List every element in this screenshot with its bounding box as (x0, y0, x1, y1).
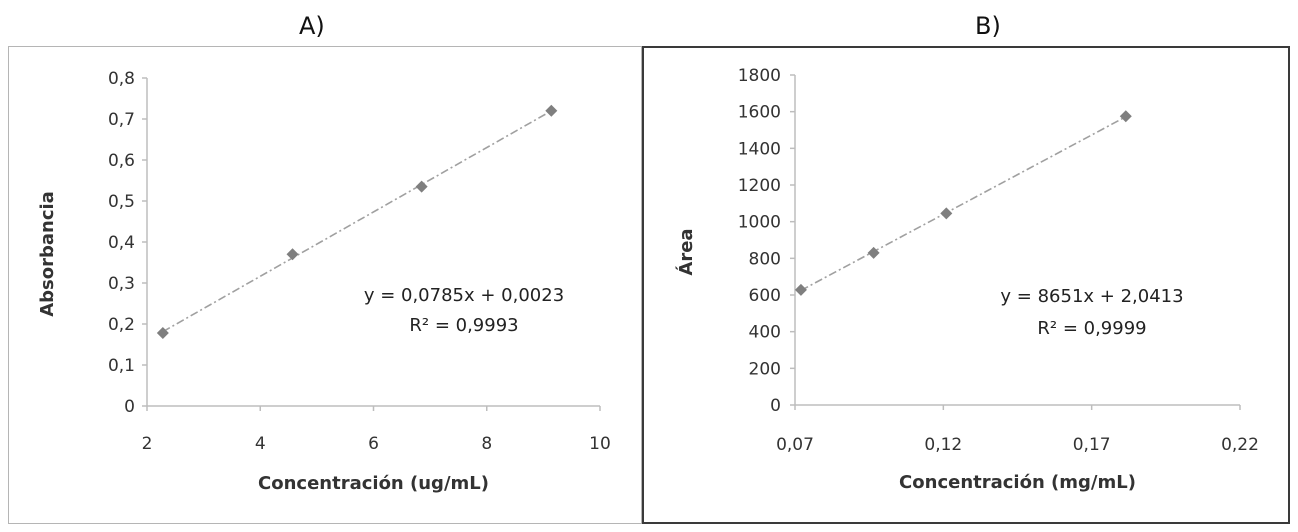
y-tick-label: 1600 (738, 103, 781, 123)
y-tick-label: 0,2 (108, 315, 135, 335)
y-tick-label: 0,7 (108, 110, 135, 130)
data-point (286, 248, 299, 261)
y-axis-title: Área (675, 228, 697, 275)
trendline-equation: y = 0,0785x + 0,0023 (364, 285, 564, 306)
x-tick-label: 2 (142, 434, 153, 454)
x-tick-label: 0,12 (924, 435, 962, 455)
trendline (162, 110, 552, 333)
y-tick-label: 1400 (738, 139, 781, 159)
data-point (867, 246, 880, 259)
chart-b: 0 200 400 600 800 1000 1200 1400 1600 1800 0,07 0,1… (675, 66, 1259, 493)
trendline-equation: y = 8651x + 2,0413 (1000, 286, 1183, 307)
panel-a-label: A) (299, 12, 325, 40)
y-tick-label: 0,3 (108, 274, 135, 294)
x-tick-label: 0,22 (1221, 435, 1259, 455)
y-tick-label: 0,1 (108, 356, 135, 376)
panel-b-label: B) (975, 12, 1001, 40)
x-tick-label: 8 (481, 434, 492, 454)
data-point (940, 207, 953, 220)
y-tick-label: 1000 (738, 213, 781, 233)
y-tick-label: 0 (770, 396, 781, 416)
y-tick-label: 200 (749, 359, 781, 379)
chart-a: 0 0,1 0,2 0,3 0,4 0,5 0,6 0,7 0,8 2 4 6 8 10 y = 0,078… (37, 69, 611, 494)
y-tick-label: 0 (124, 397, 135, 417)
trendline (800, 116, 1127, 292)
data-point (415, 180, 428, 193)
y-tick-label: 600 (749, 286, 781, 306)
y-tick-label: 0,6 (108, 151, 135, 171)
y-tick-label: 1200 (738, 176, 781, 196)
x-tick-label: 0,17 (1073, 435, 1111, 455)
x-tick-label: 0,07 (776, 435, 814, 455)
chart-b-frame: 0 200 400 600 800 1000 1200 1400 1600 1800 0,07 0,1… (642, 46, 1290, 524)
y-tick-label: 0,5 (108, 192, 135, 212)
data-point (794, 283, 807, 296)
y-tick-label: 0,4 (108, 233, 135, 253)
y-tick-label: 1800 (738, 66, 781, 86)
x-tick-label: 6 (368, 434, 379, 454)
r-squared-label: R² = 0,9993 (409, 315, 518, 336)
x-axis-title: Concentración (ug/mL) (258, 473, 489, 494)
data-point (1119, 110, 1132, 123)
y-axis-title: Absorbancia (37, 191, 58, 317)
x-tick-label: 10 (589, 434, 611, 454)
r-squared-label: R² = 0,9999 (1037, 318, 1146, 339)
data-point (545, 104, 558, 117)
chart-a-frame: 0 0,1 0,2 0,3 0,4 0,5 0,6 0,7 0,8 2 4 6 8 10 y = 0,078… (8, 46, 642, 524)
x-tick-label: 4 (255, 434, 266, 454)
y-tick-label: 0,8 (108, 69, 135, 89)
x-axis-title: Concentración (mg/mL) (899, 472, 1136, 493)
data-point (156, 327, 169, 340)
y-tick-label: 400 (749, 323, 781, 343)
y-tick-label: 800 (749, 249, 781, 269)
